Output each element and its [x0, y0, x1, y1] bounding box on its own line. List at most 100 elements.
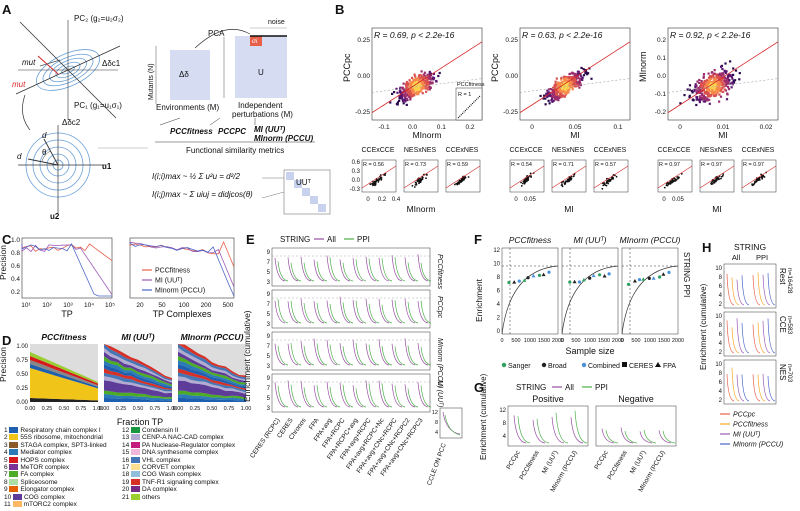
e-curve-ppi	[407, 345, 419, 366]
hexbin-cell	[714, 79, 717, 82]
hexbin-cell	[410, 95, 413, 98]
f-legend-shape-label: CERES	[629, 363, 653, 370]
hexbin-cell	[713, 91, 717, 94]
hexbin-cell	[698, 87, 702, 90]
hexbin-cell	[579, 82, 582, 85]
hexbin-cell	[581, 76, 584, 79]
d-stack-layer	[178, 394, 246, 401]
d-xtick: 1.00	[93, 406, 104, 412]
equation-1: I(i;i)max ~ ½ Σ u²u = d²/2	[152, 172, 240, 181]
f-point-ceres	[537, 273, 542, 277]
hexbin-cell	[716, 83, 719, 86]
b-sub-point	[523, 182, 526, 185]
d-legend-swatch	[131, 456, 141, 463]
f-xtick: 2000	[612, 338, 624, 344]
e-curve-all	[404, 338, 416, 366]
e-curve-all	[365, 380, 377, 408]
hexbin-cell	[551, 100, 554, 103]
b-sub-ytick: 0.6	[352, 160, 361, 166]
h-ytick: 4	[719, 389, 723, 395]
hexbin-cell	[400, 93, 404, 96]
hexbin-cell	[551, 97, 554, 100]
d-legend-name: 55S ribosome, mitochondrial	[20, 434, 103, 442]
h-curve	[752, 374, 761, 402]
d-legend-number: 19	[122, 478, 132, 486]
h-row-name: Rest	[778, 268, 787, 285]
b-sub-frame	[551, 159, 587, 193]
b-ytick: 0.25	[505, 37, 518, 44]
e-curve-ppi	[329, 257, 341, 282]
hexbin-cell	[566, 79, 570, 82]
reference-line	[519, 78, 631, 93]
hexbin-cell	[412, 81, 415, 84]
hexbin-cell	[694, 83, 697, 86]
pc2-label: PC₂ (g₂=u₂σ₂)	[74, 14, 124, 23]
hexbin-cell	[552, 92, 555, 95]
h-ytick: 6	[719, 284, 723, 290]
hexbin-cell	[578, 80, 581, 83]
hexbin-cell	[412, 92, 415, 95]
e-extra-all	[442, 411, 461, 435]
e-curve-all	[300, 341, 312, 366]
e-curve-all	[339, 259, 351, 282]
b-sub-point	[602, 184, 605, 187]
b-sub-point	[607, 182, 610, 185]
b-sub-point	[415, 183, 418, 186]
hexbin-cell	[725, 84, 728, 87]
e-curve-all	[417, 301, 429, 324]
hexbin-cell	[431, 78, 434, 81]
b-sub-xtick: 0.2	[378, 197, 387, 203]
b-sub-point	[605, 182, 608, 185]
f-point-ceres	[607, 272, 611, 276]
hexbin-cell	[562, 75, 565, 78]
d-stack-layer	[104, 394, 172, 401]
hexbin-cell	[702, 73, 706, 76]
hexbin-cell	[568, 88, 571, 91]
e-curve-ppi	[420, 385, 432, 408]
panel-label-e: E	[246, 232, 255, 247]
hexbin-cell	[424, 85, 427, 88]
d-legend-swatch	[9, 441, 19, 448]
d-legend-swatch	[12, 501, 22, 507]
hexbin-cell	[723, 85, 726, 88]
hexbin-cell	[576, 70, 579, 73]
d-legend-number: 10	[4, 493, 14, 501]
b-xtick: 0.01	[717, 124, 730, 131]
b-xtick: 0.0	[408, 124, 417, 131]
hexbin-cell	[542, 97, 545, 100]
e-curve-ppi	[407, 302, 419, 324]
hexbin-cell	[429, 74, 432, 77]
hexbin-cell	[421, 92, 424, 95]
hexbin-cell	[724, 89, 728, 92]
h-curve	[731, 327, 740, 354]
b-r-text: R = 0.92, p < 2.2e-16	[670, 30, 751, 40]
hexbin-cell	[695, 98, 699, 101]
e-curve-all	[287, 343, 299, 366]
h-curve	[731, 277, 740, 306]
b-sub-point	[668, 182, 671, 185]
hexbin-cell	[413, 94, 416, 97]
hexbin-cell	[557, 83, 560, 86]
b-ylabel: PCCpc	[342, 53, 352, 82]
d-legend-number: 13	[122, 434, 132, 442]
e-curve-all	[352, 258, 364, 282]
hexbin-cell	[727, 88, 731, 91]
f-xtick: 1500	[658, 338, 670, 344]
d-legend-name: MeTOR complex	[20, 464, 70, 471]
hexbin-cell	[695, 103, 698, 107]
hexbin-cell	[725, 77, 729, 80]
hexbin-cell	[410, 81, 413, 84]
hexbin-cell	[717, 73, 720, 76]
e-curve-all	[287, 380, 299, 408]
hexbin-cell	[570, 86, 574, 89]
d-xtick: 0.50	[207, 406, 218, 412]
hexbin-cell	[565, 85, 569, 88]
hexbin-cell	[423, 71, 427, 74]
hexbin-cell	[553, 94, 556, 97]
mi-uut-label: MI (UUᵀ)	[254, 125, 286, 134]
e-ytick: 9	[267, 292, 271, 298]
hexbin-cell	[708, 95, 711, 98]
hexbin-cell	[414, 75, 417, 78]
d-xtick: 1.00	[167, 406, 178, 412]
hexbin-cell	[713, 78, 716, 81]
